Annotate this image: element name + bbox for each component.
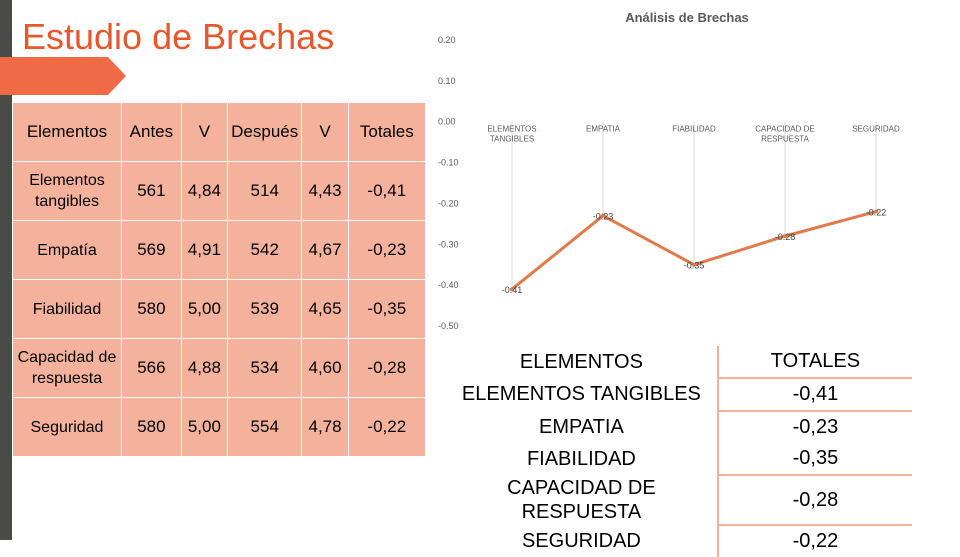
row-total: -0,41: [347, 161, 427, 221]
summary-row-value: -0,23: [716, 410, 912, 443]
y-tick-label: -0.50: [438, 321, 459, 331]
summary-row-value: -0,35: [716, 443, 912, 475]
category-label: EMPATIA: [586, 125, 621, 134]
summary-row-name: ELEMENTOS TANGIBLES: [446, 378, 718, 411]
data-point: [783, 234, 787, 239]
gap-data-table: Elementos Antes V Después V Totales Elem…: [12, 102, 427, 457]
summary-header-totales: TOTALES: [716, 346, 912, 378]
row-despues: 539: [226, 279, 303, 339]
summary-row-name: SEGURIDAD: [446, 525, 718, 557]
category-label: ELEMENTOS TANGIBLES: [487, 125, 536, 144]
y-tick-label: 0.00: [438, 117, 456, 127]
summary-header-row: ELEMENTOS TOTALES: [446, 346, 912, 378]
row-antes: 580: [120, 279, 182, 339]
table-row: Seguridad 580 5,00 554 4,78 -0,22: [12, 397, 427, 457]
category-label: SEGURIDAD: [852, 125, 900, 134]
data-point: [692, 262, 696, 267]
left-accent-bar: [0, 0, 12, 540]
row-v-antes: 4,84: [180, 161, 228, 221]
header-totales: Totales: [347, 102, 427, 162]
row-antes: 580: [120, 397, 182, 457]
data-label: -0.41: [502, 285, 523, 295]
row-v-despues: 4,43: [301, 161, 349, 221]
summary-row-name: CAPACIDAD DE RESPUESTA: [446, 475, 718, 525]
y-tick-label: -0.10: [438, 158, 459, 168]
y-tick-label: 0.10: [438, 76, 456, 86]
row-name: Capacidad de respuesta: [12, 338, 122, 398]
row-v-despues: 4,60: [301, 338, 349, 398]
data-point: [874, 209, 878, 214]
row-name: Elementos tangibles: [12, 161, 122, 221]
chart-canvas: Análisis de Brechas 0.20 0.10 0.00 -0.10 -0.2…: [438, 10, 900, 331]
summary-row-value: -0,41: [716, 377, 912, 411]
row-despues: 542: [226, 220, 303, 280]
row-antes: 566: [120, 338, 182, 398]
summary-row: SEGURIDAD -0,22: [446, 524, 912, 557]
row-name: Seguridad: [12, 397, 122, 457]
summary-row: FIABILIDAD -0,35: [446, 443, 912, 475]
table-row: Empatía 569 4,91 542 4,67 -0,23: [12, 220, 427, 280]
data-point: [510, 287, 514, 292]
table-row: Fiabilidad 580 5,00 539 4,65 -0,35: [12, 279, 427, 339]
summary-row: ELEMENTOS TANGIBLES -0,41: [446, 377, 912, 411]
summary-row-name: FIABILIDAD: [446, 443, 718, 475]
y-tick-label: -0.40: [438, 280, 459, 290]
row-v-antes: 4,88: [180, 338, 228, 398]
summary-header-elementos: ELEMENTOS: [446, 346, 718, 378]
y-tick-label: 0.20: [438, 35, 456, 45]
row-total: -0,22: [347, 397, 427, 457]
header-antes: Antes: [120, 102, 182, 162]
row-v-antes: 5,00: [180, 397, 228, 457]
title-accent-arrow: [0, 57, 126, 95]
row-v-despues: 4,78: [301, 397, 349, 457]
data-label: -0.28: [775, 232, 796, 242]
data-label: -0.23: [593, 212, 614, 222]
table-row: Elementos tangibles 561 4,84 514 4,43 -0…: [12, 161, 427, 221]
chart-title: Análisis de Brechas: [625, 10, 749, 25]
summary-row-name: EMPATIA: [446, 411, 718, 443]
table-row: Capacidad de respuesta 566 4,88 534 4,60…: [12, 338, 427, 398]
row-v-despues: 4,67: [301, 220, 349, 280]
row-despues: 514: [226, 161, 303, 221]
y-tick-label: -0.30: [438, 239, 459, 249]
data-label: -0.22: [866, 208, 887, 218]
gap-analysis-chart: Análisis de Brechas 0.20 0.10 0.00 -0.10 -0.2…: [428, 0, 942, 338]
summary-row-value: -0,28: [716, 474, 912, 525]
row-total: -0,35: [347, 279, 427, 339]
category-label: FIABILIDAD: [672, 125, 716, 134]
row-total: -0,28: [347, 338, 427, 398]
header-elementos: Elementos: [12, 102, 122, 162]
row-antes: 569: [120, 220, 182, 280]
row-despues: 534: [226, 338, 303, 398]
row-total: -0,23: [347, 220, 427, 280]
data-label: -0.35: [684, 261, 705, 271]
table-header-row: Elementos Antes V Después V Totales: [12, 102, 427, 162]
data-point: [601, 213, 605, 218]
y-tick-label: -0.20: [438, 198, 459, 208]
row-despues: 554: [226, 397, 303, 457]
summary-table: ELEMENTOS TOTALES ELEMENTOS TANGIBLES -0…: [446, 346, 912, 557]
header-despues: Después: [226, 102, 303, 162]
row-v-despues: 4,65: [301, 279, 349, 339]
row-v-antes: 4,91: [180, 220, 228, 280]
row-v-antes: 5,00: [180, 279, 228, 339]
row-name: Fiabilidad: [12, 279, 122, 339]
summary-row: EMPATIA -0,23: [446, 410, 912, 443]
header-v-despues: V: [301, 102, 349, 162]
category-label: CAPACIDAD DE RESPUESTA: [755, 125, 814, 144]
row-name: Empatía: [12, 220, 122, 280]
summary-row-value: -0,22: [716, 524, 912, 557]
summary-row: CAPACIDAD DE RESPUESTA -0,28: [446, 474, 912, 525]
header-v-antes: V: [180, 102, 228, 162]
page-title: Estudio de Brechas: [22, 16, 335, 57]
row-antes: 561: [120, 161, 182, 221]
